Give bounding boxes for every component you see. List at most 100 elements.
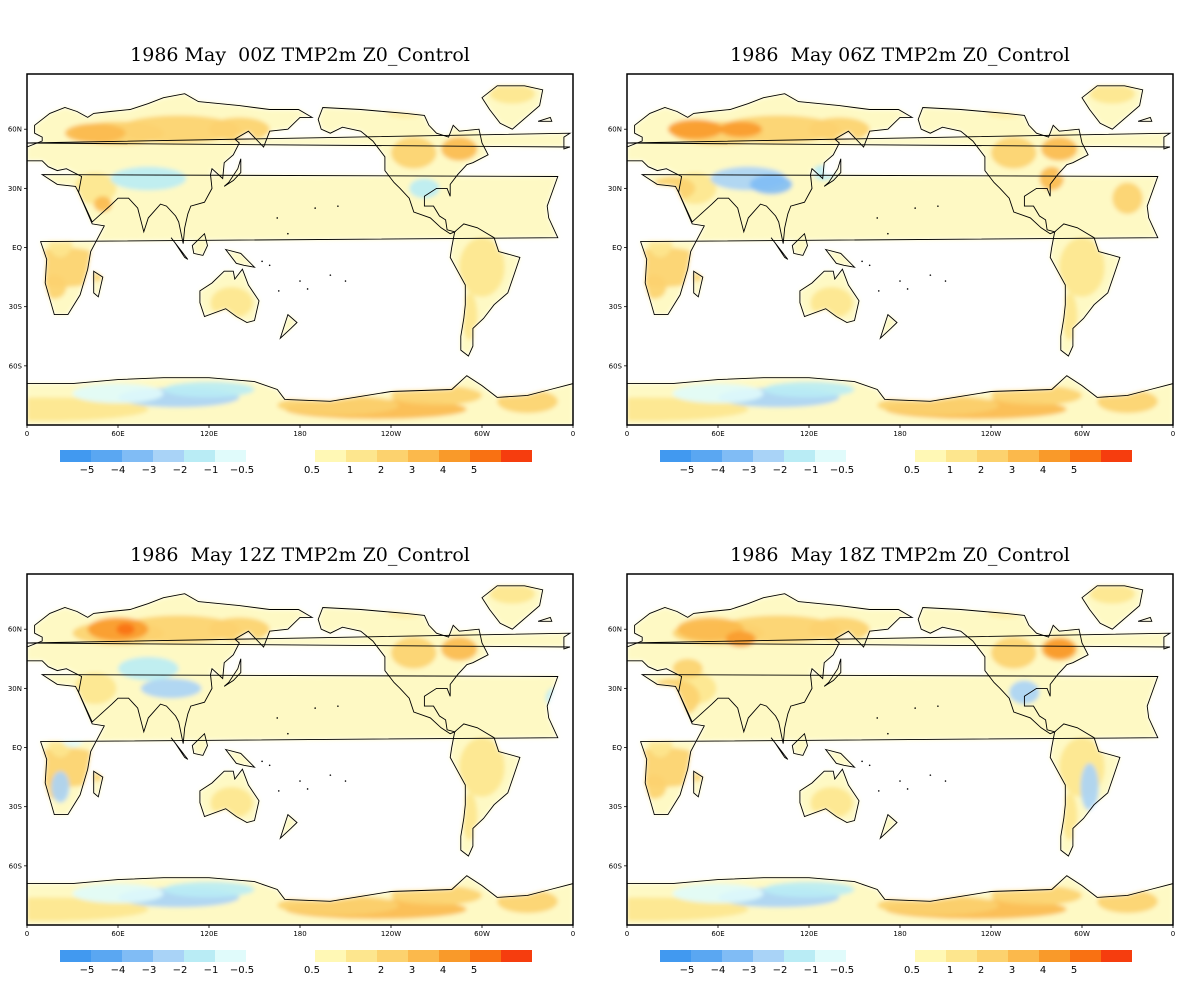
colorbar-label: −4: [111, 465, 126, 476]
colorbar-label: 5: [471, 465, 477, 476]
colorbar-swatch: [753, 950, 784, 962]
colorbar-swatch: [91, 450, 122, 462]
colorbar-label: 5: [471, 965, 477, 976]
colorbar-label: 2: [978, 965, 984, 976]
colorbar-swatch: [470, 950, 501, 962]
colorbar-swatch: [215, 950, 246, 962]
colorbar-label: 5: [1071, 465, 1077, 476]
colorbar-swatch: [1101, 950, 1132, 962]
colorbar-swatch: [946, 950, 977, 962]
x-tick-label: 0: [1171, 930, 1175, 938]
colorbar-swatch: [1008, 450, 1039, 462]
colorbar-label: −3: [142, 965, 157, 976]
colorbar-swatch: [815, 950, 846, 962]
x-tick-label: 180: [893, 430, 906, 438]
colorbar-swatch: [1008, 950, 1039, 962]
y-tick-label: 30N: [608, 685, 622, 693]
colorbar-label: 3: [1009, 465, 1015, 476]
y-tick-label: 30S: [9, 303, 23, 311]
colorbar-swatch: [315, 450, 346, 462]
colorbar-swatch: [501, 950, 532, 962]
map-panel-12z: 1986 May 12Z TMP2m Z0_Control 0 60E 120E 18…: [0, 500, 600, 1000]
colorbar-label: −2: [173, 465, 188, 476]
x-tick-label: 120E: [800, 430, 818, 438]
colorbar-swatch: [60, 950, 91, 962]
y-tick-label: 30S: [609, 303, 623, 311]
x-tick-label: 60W: [1074, 930, 1090, 938]
colorbar-label: −2: [173, 965, 188, 976]
colorbar-swatch: [408, 950, 439, 962]
colorbar-label: 2: [978, 465, 984, 476]
colorbar-label: 4: [440, 465, 446, 476]
colorbar-swatch: [946, 450, 977, 462]
x-tick-label: 120E: [800, 930, 818, 938]
x-tick-label: 180: [893, 930, 906, 938]
colorbar-label: −5: [680, 965, 695, 976]
colorbar-swatch: [753, 450, 784, 462]
x-tick-label: 60E: [711, 930, 724, 938]
colorbar-label: 4: [1040, 965, 1046, 976]
map-title: 1986 May 00Z TMP2m Z0_Control: [130, 44, 470, 66]
colorbar: −5 −4 −3 −2 −1 −0.5 0.5 1 2 3 4 5: [660, 450, 1132, 476]
x-tick-label: 120W: [381, 930, 401, 938]
colorbar-swatch: [915, 950, 946, 962]
colorbar-label: 1: [347, 465, 353, 476]
coastlines: [27, 585, 573, 902]
colorbar-label: 2: [378, 965, 384, 976]
colorbar-label: −4: [711, 465, 726, 476]
y-tick-label: 30S: [9, 803, 23, 811]
x-tick-label: 120W: [381, 430, 401, 438]
x-tick-label: 60E: [111, 430, 124, 438]
colorbar-swatch: [1101, 450, 1132, 462]
map-panel-06z: 1986 May 06Z TMP2m Z0_Control 0 60E 120E 18…: [600, 0, 1200, 500]
colorbar-swatch: [660, 950, 691, 962]
x-tick-label: 0: [625, 930, 629, 938]
x-tick-label: 120E: [200, 430, 218, 438]
colorbar-label: −2: [773, 465, 788, 476]
map-panel-18z: 1986 May 18Z TMP2m Z0_Control 0 60E 120E 18…: [600, 500, 1200, 1000]
x-tick-label: 120W: [981, 430, 1001, 438]
y-tick-label: 60N: [608, 126, 622, 134]
x-tick-label: 180: [293, 930, 306, 938]
colorbar-label: −4: [111, 965, 126, 976]
colorbar-swatch: [184, 950, 215, 962]
colorbar-label: −2: [773, 965, 788, 976]
y-tick-label: 30N: [8, 185, 22, 193]
map-title: 1986 May 06Z TMP2m Z0_Control: [730, 44, 1070, 66]
colorbar-label: −1: [204, 465, 219, 476]
x-tick-label: 0: [25, 430, 29, 438]
map-title: 1986 May 12Z TMP2m Z0_Control: [130, 544, 470, 566]
colorbar-label: 3: [1009, 965, 1015, 976]
y-tick-label: 60N: [8, 126, 22, 134]
colorbar-swatch: [91, 950, 122, 962]
x-tick-label: 120E: [200, 930, 218, 938]
coastlines: [27, 85, 573, 402]
colorbar-swatch: [315, 950, 346, 962]
y-tick-label: 30N: [8, 685, 22, 693]
coastlines: [627, 585, 1173, 902]
y-tick-label: EQ: [12, 244, 22, 252]
colorbar-swatch: [184, 450, 215, 462]
x-tick-label: 0: [571, 430, 575, 438]
colorbar-label: −0.5: [230, 965, 254, 976]
x-tick-label: 60W: [1074, 430, 1090, 438]
colorbar-label: −1: [204, 965, 219, 976]
colorbar-label: −0.5: [830, 965, 854, 976]
colorbar-swatch: [815, 450, 846, 462]
colorbar-swatch: [408, 450, 439, 462]
colorbar-swatch: [784, 950, 815, 962]
colorbar-swatch: [1070, 450, 1101, 462]
colorbar-swatch: [439, 950, 470, 962]
y-tick-label: EQ: [12, 744, 22, 752]
y-tick-label: 60S: [609, 362, 623, 370]
colorbar-label: −1: [804, 465, 819, 476]
x-tick-label: 0: [571, 930, 575, 938]
y-tick-label: 60S: [9, 362, 23, 370]
colorbar-swatch: [660, 450, 691, 462]
x-tick-label: 120W: [981, 930, 1001, 938]
colorbar-swatch: [915, 450, 946, 462]
x-tick-label: 60E: [111, 930, 124, 938]
colorbar-label: 4: [440, 965, 446, 976]
